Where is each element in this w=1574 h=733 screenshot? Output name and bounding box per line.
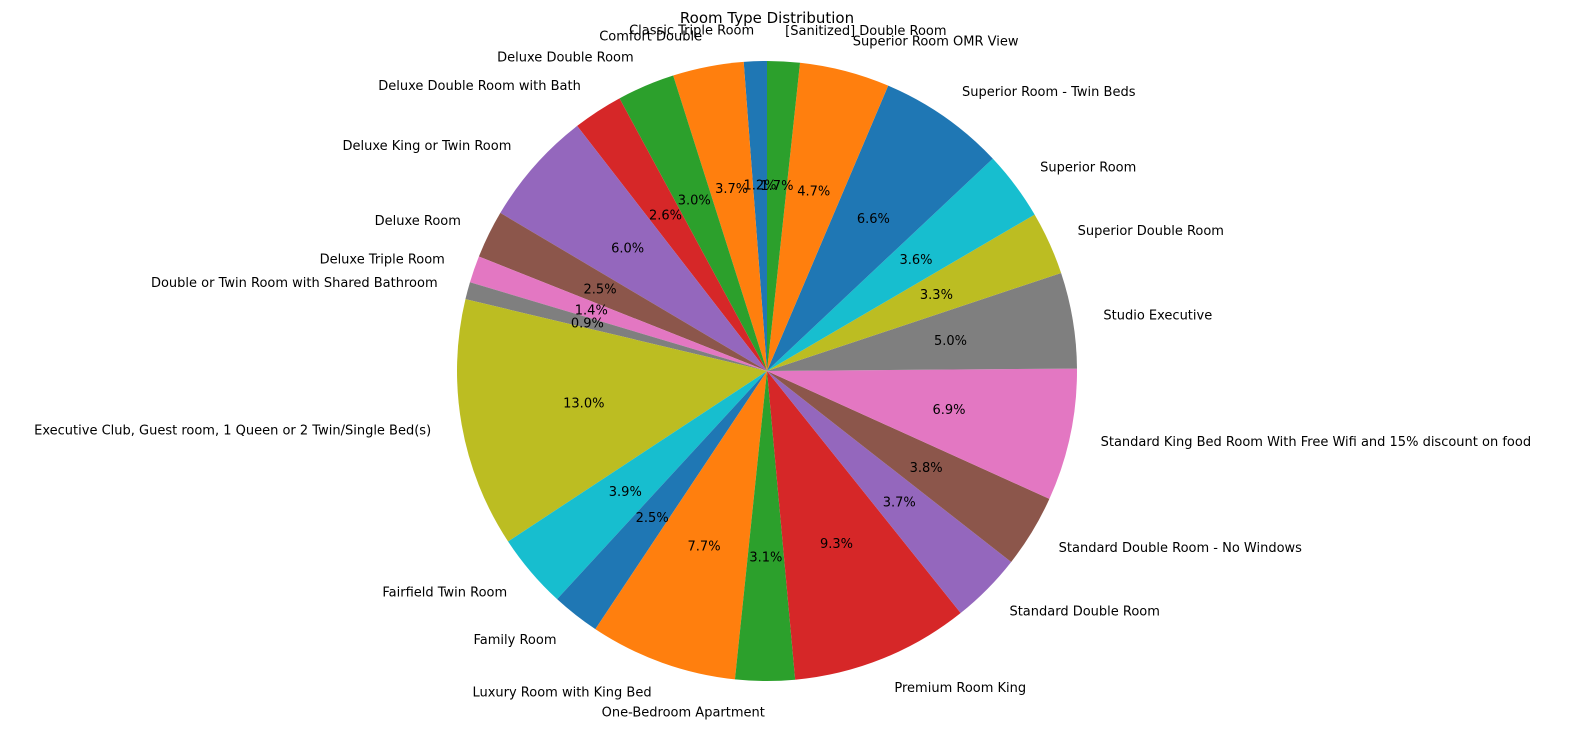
chart-title: Room Type Distribution <box>680 9 854 27</box>
slice-category-label: Double or Twin Room with Shared Bathroom <box>151 276 438 291</box>
slice-percentage-label: 2.5% <box>636 511 669 526</box>
slice-percentage-label: 1.7% <box>760 179 793 194</box>
pie-slices <box>457 61 1077 682</box>
pie-slice <box>767 214 1062 371</box>
pie-slice <box>767 371 1050 562</box>
slice-percentage-label: 1.2% <box>743 179 776 194</box>
slice-category-label: Deluxe Double Room with Bath <box>378 79 581 94</box>
slice-category-label: Executive Club, Guest room, 1 Queen or 2… <box>34 424 431 439</box>
slice-percentage-label: 6.6% <box>857 212 890 227</box>
slice-percentage-label: 0.9% <box>571 316 604 331</box>
pie-slice <box>557 371 767 630</box>
pie-slice <box>767 371 961 680</box>
slice-category-label: Classic Triple Room <box>629 24 754 39</box>
slice-category-label: Luxury Room with King Bed <box>472 685 651 700</box>
slice-percentage-label: 1.4% <box>575 303 608 318</box>
percentage-labels: 1.2%3.7%3.0%2.6%6.0%2.5%1.4%0.9%13.0%3.9… <box>563 179 967 566</box>
pie-slice <box>457 299 767 542</box>
slice-category-label: Superior Room OMR View <box>853 34 1019 49</box>
slice-percentage-label: 4.7% <box>797 184 830 199</box>
slice-percentage-label: 3.9% <box>609 485 642 500</box>
slice-category-label: Deluxe King or Twin Room <box>342 139 511 154</box>
slice-percentage-label: 2.5% <box>584 282 617 297</box>
slice-category-label: Deluxe Triple Room <box>320 253 445 268</box>
slice-percentage-label: 3.3% <box>920 288 953 303</box>
slice-category-label: Fairfield Twin Room <box>382 585 507 600</box>
slice-percentage-label: 3.7% <box>715 182 748 197</box>
slice-category-label: Standard Double Room <box>1009 604 1159 619</box>
slice-category-label: Premium Room King <box>894 681 1026 696</box>
pie-slice <box>767 61 801 371</box>
pie-slice <box>595 371 767 680</box>
slice-percentage-label: 3.8% <box>910 461 943 476</box>
pie-slice <box>743 61 767 371</box>
pie-slice <box>734 371 796 682</box>
slice-percentage-label: 3.7% <box>883 495 916 510</box>
pie-slice <box>767 368 1077 499</box>
slice-category-label: Studio Executive <box>1103 309 1212 324</box>
pie-slice <box>469 256 767 371</box>
pie-slice <box>767 62 889 371</box>
slice-percentage-label: 7.7% <box>688 540 721 555</box>
slice-category-label: Comfort Double <box>599 30 702 45</box>
pie-slice <box>577 98 767 371</box>
pie-slice <box>767 371 1012 614</box>
pie-slice <box>767 272 1077 371</box>
slice-percentage-label: 6.0% <box>611 241 644 256</box>
pie-slice <box>767 85 993 372</box>
pie-slice <box>767 158 1035 371</box>
slice-category-label: Superior Room - Twin Beds <box>962 85 1136 100</box>
slice-category-label: [Sanitized] Double Room <box>785 24 946 39</box>
slice-percentage-label: 3.6% <box>899 253 932 268</box>
slice-percentage-label: 2.6% <box>649 209 682 224</box>
pie-slice <box>500 125 767 372</box>
pie-slice <box>478 212 767 371</box>
pie-slice <box>508 371 767 600</box>
slice-percentage-label: 9.3% <box>820 537 853 552</box>
slice-category-label: Superior Room <box>1040 160 1136 175</box>
pie-slice <box>673 61 767 371</box>
slice-category-label: Standard Double Room - No Windows <box>1059 541 1303 556</box>
slice-category-label: Superior Double Room <box>1078 224 1224 239</box>
slice-percentage-label: 3.0% <box>678 193 711 208</box>
slice-percentage-label: 13.0% <box>563 397 604 412</box>
slice-percentage-label: 6.9% <box>932 403 965 418</box>
slice-category-label: Family Room <box>474 633 557 648</box>
slice-percentage-label: 5.0% <box>934 334 967 349</box>
slice-category-label: One-Bedroom Apartment <box>602 705 765 720</box>
slice-percentage-label: 3.1% <box>749 551 782 566</box>
pie-slice <box>465 282 767 371</box>
pie-slice <box>619 75 767 372</box>
slice-category-label: Standard King Bed Room With Free Wifi an… <box>1101 435 1531 450</box>
slice-category-label: Deluxe Room <box>375 214 461 229</box>
slice-category-label: Deluxe Double Room <box>497 51 634 66</box>
